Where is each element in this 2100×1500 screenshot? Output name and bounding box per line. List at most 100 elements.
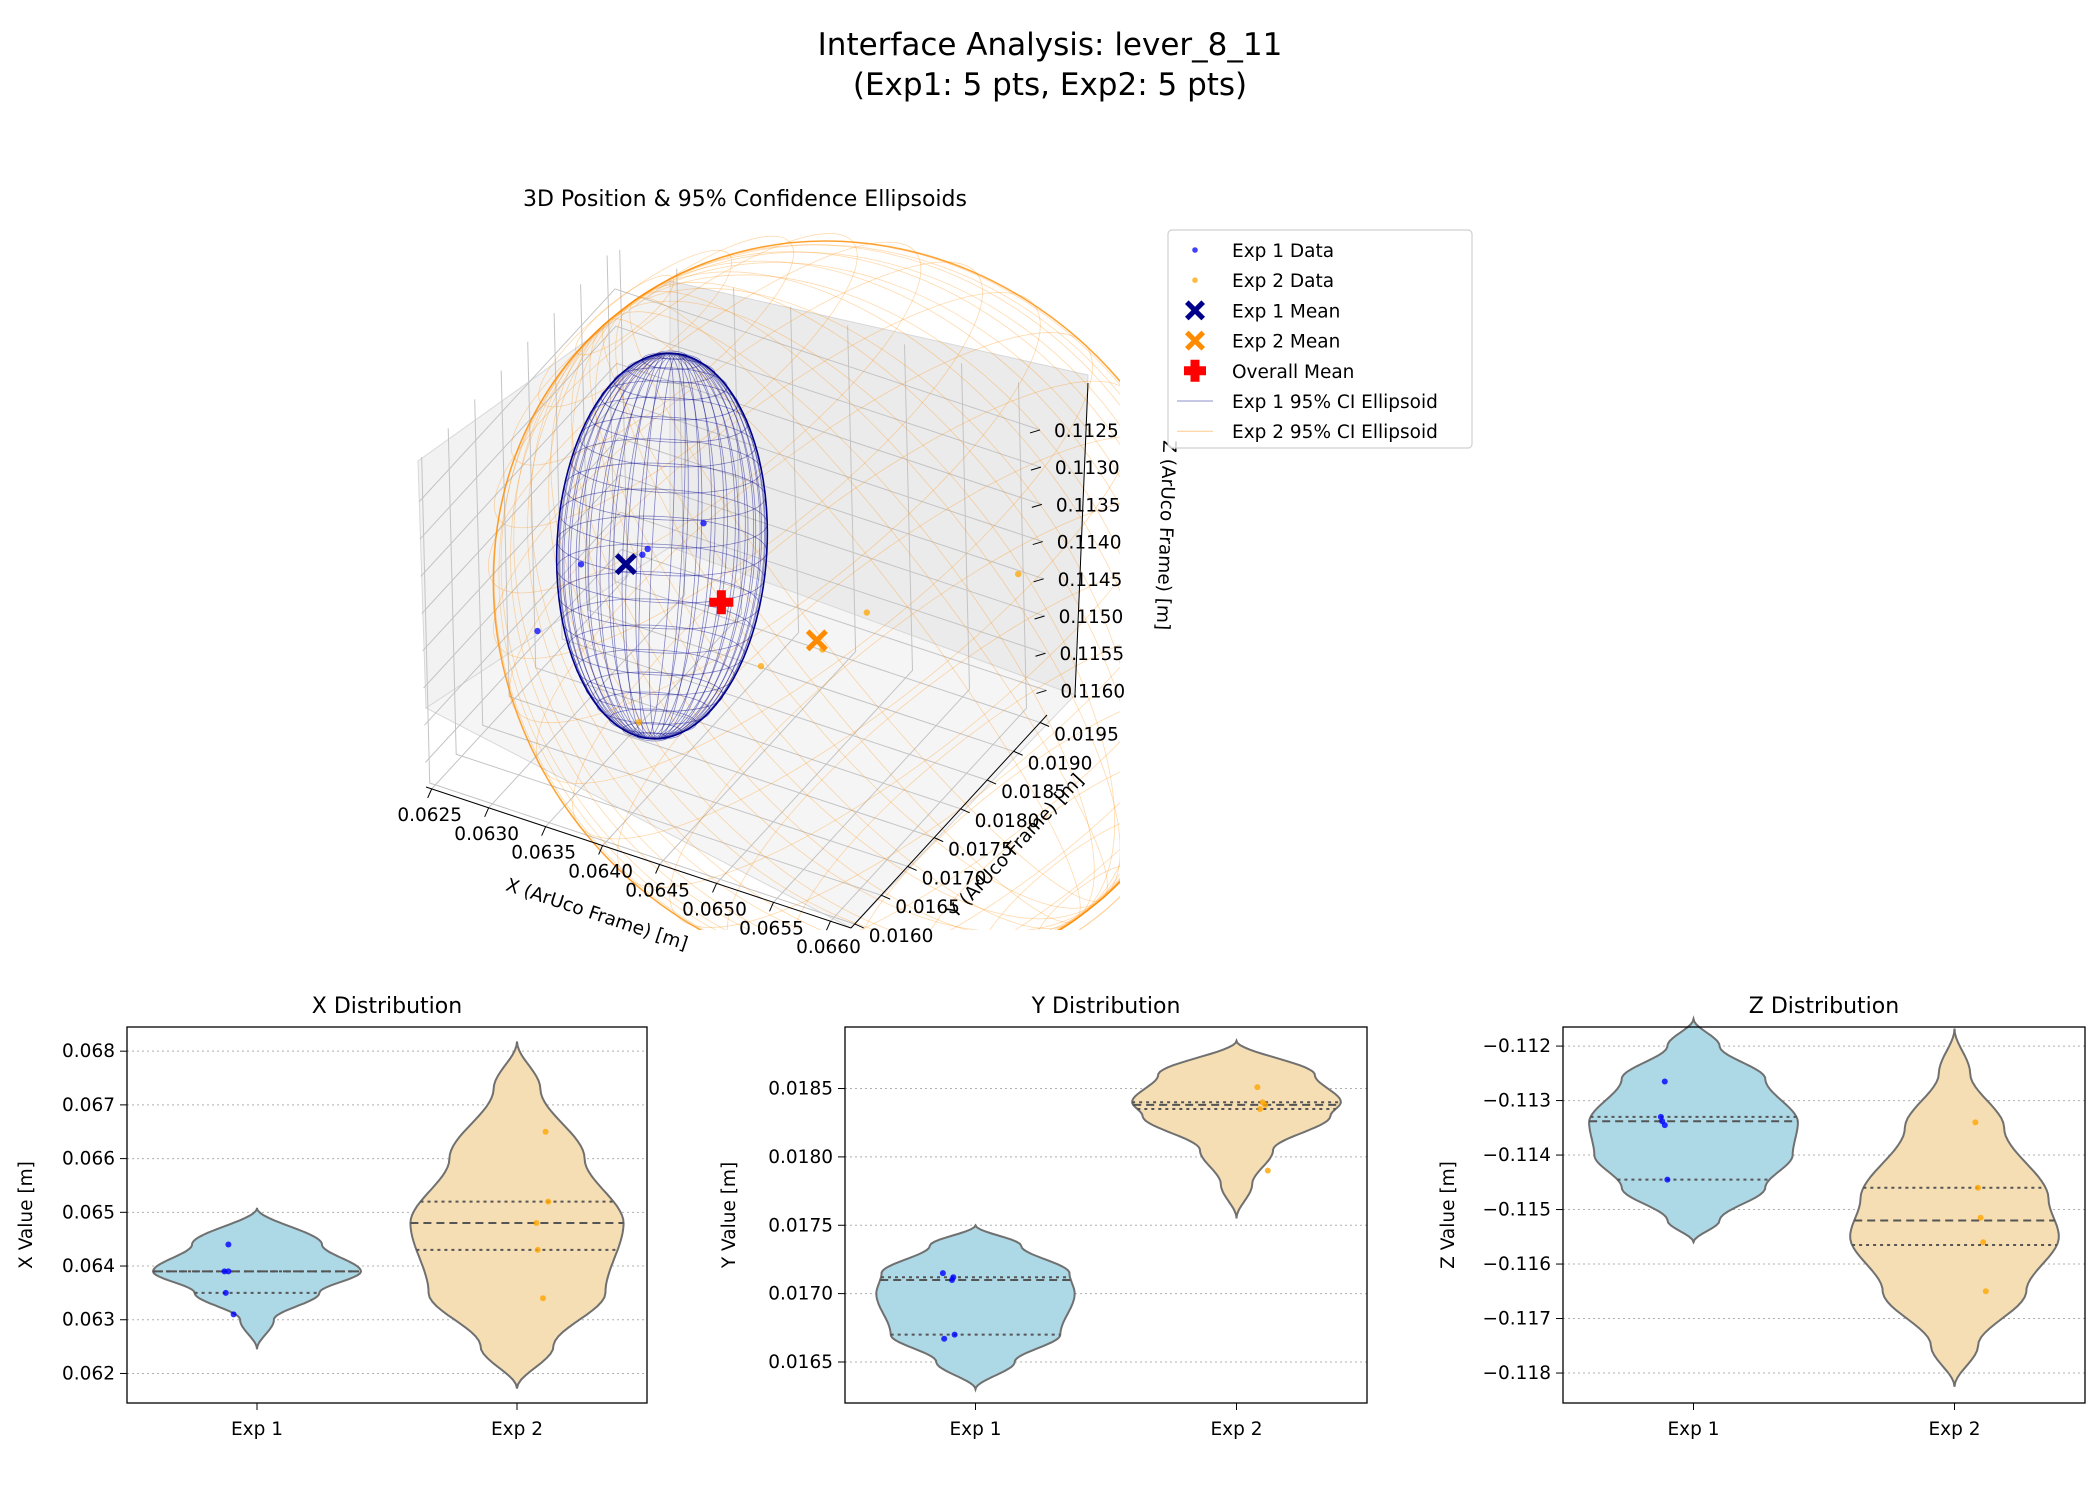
- legend-frame: [1167, 229, 1473, 449]
- tick-label-y-5: 0.0185: [1001, 782, 1066, 803]
- tick-x-4: [655, 864, 661, 874]
- grid-x-3: [602, 306, 800, 846]
- violin-y-axis-label: X Value [m]: [16, 1161, 37, 1269]
- violin-point-1-1: [545, 1198, 552, 1205]
- grid-y-3: [500, 370, 935, 839]
- tick-label-y-4: 0.0180: [975, 811, 1040, 832]
- grid-x-1: [488, 268, 686, 809]
- tick-y-3: [933, 837, 944, 843]
- ytick-label-5: 0.067: [62, 1095, 115, 1116]
- tick-label-z-5: 0.1150: [1059, 607, 1124, 628]
- tick-label-x-1: 0.0630: [454, 824, 519, 845]
- 3d-plot: 3D Position & 95% Confidence Ellipsoids …: [397, 187, 1473, 958]
- tick-label-z-4: 0.1145: [1058, 570, 1123, 591]
- violin-panel-z: Z Distribution −0.118 −0.117 −0.116 −0.115 −0…: [1438, 994, 2086, 1440]
- tick-y-1: [880, 894, 891, 900]
- 3d-z-axis-line: [1074, 382, 1089, 696]
- tick-label-x-3: 0.0640: [568, 862, 633, 883]
- tick-x-1: [484, 807, 490, 817]
- legend-label-3: Exp 2 Mean: [1232, 332, 1340, 353]
- violin-body-0: [875, 1223, 1076, 1393]
- violin-point-0-4: [941, 1335, 948, 1342]
- violin-point-1-0: [542, 1128, 549, 1135]
- violin-body-1: [1131, 1038, 1342, 1219]
- violin-body-1: [1849, 1028, 2060, 1387]
- violin-point-0-3: [951, 1331, 958, 1338]
- tick-label-x-0: 0.0625: [397, 805, 462, 826]
- ytick-label-0: −0.118: [1483, 1363, 1551, 1384]
- violin-plots: X Distribution 0.062 0.063 0.064 0.065 0.066 0…: [16, 994, 2086, 1440]
- grid-z-3: [421, 400, 1043, 614]
- grid-y-6: [580, 284, 1014, 752]
- tick-y-7: [1039, 722, 1050, 727]
- violin-point-1-2: [1977, 1214, 1984, 1221]
- violin-body-1: [409, 1041, 625, 1389]
- point-exp-2-data-0: [1015, 570, 1022, 578]
- tick-x-6: [769, 902, 774, 912]
- tick-label-x-7: 0.0660: [796, 937, 861, 958]
- tick-label-y-3: 0.0175: [948, 840, 1013, 861]
- grid-y-1: [447, 428, 882, 896]
- tick-x-0: [427, 788, 433, 799]
- tick-z-7: [1036, 689, 1047, 694]
- ytick-label-2: 0.064: [62, 1256, 115, 1277]
- legend-label-0: Exp 1 Data: [1232, 241, 1334, 262]
- tick-z-0: [1029, 429, 1041, 434]
- 3d-y-axis-line: [850, 714, 1048, 929]
- ytick-label-6: 0.068: [62, 1041, 115, 1062]
- violin-title: Z Distribution: [1749, 994, 1899, 1019]
- 3d-ticks: 0.06250.06300.06350.06400.06450.06500.06…: [397, 421, 1125, 958]
- violin-body-0: [1588, 1015, 1799, 1245]
- tick-label-y-0: 0.0160: [869, 926, 934, 947]
- tick-y-0: [854, 923, 864, 929]
- tick-label-y-7: 0.0195: [1054, 724, 1119, 745]
- violin-point-1-4: [1982, 1288, 1989, 1295]
- ytick-label-6: −0.112: [1483, 1036, 1551, 1057]
- point-exp-1-mean-0: [614, 553, 637, 576]
- grid-y-7: [606, 255, 1041, 723]
- ytick-label-3: 0.0180: [768, 1147, 833, 1168]
- ytick-label-1: 0.063: [62, 1310, 115, 1331]
- violin-point-1-1: [1974, 1184, 1981, 1191]
- tick-label-x-5: 0.0650: [682, 899, 747, 920]
- grid-y-5: [553, 313, 988, 781]
- legend-marker-2: [1185, 300, 1205, 321]
- grid-y-2: [474, 399, 908, 867]
- grid-z-7: [425, 548, 1047, 763]
- violin-point-1-4: [1264, 1167, 1271, 1174]
- grid-z-2: [420, 362, 1042, 577]
- axes-frame: [126, 1026, 648, 1404]
- figure-title-line2: (Exp1: 5 pts, Exp2: 5 pts): [853, 67, 1247, 103]
- tick-z-1: [1030, 466, 1042, 471]
- tick-y-5: [986, 779, 997, 785]
- violin-point-0-2: [225, 1268, 232, 1275]
- violin-point-0-4: [1664, 1176, 1671, 1183]
- violin-body-0: [151, 1207, 363, 1350]
- grid-x-2: [545, 287, 743, 828]
- grid-y-0: [421, 456, 855, 925]
- legend-label-6: Exp 2 95% CI Ellipsoid: [1232, 422, 1438, 443]
- violin-point-0-0: [939, 1270, 946, 1277]
- tick-label-x-2: 0.0635: [511, 843, 576, 864]
- 3d-plot-title: 3D Position & 95% Confidence Ellipsoids: [523, 187, 967, 212]
- legend-marker-0: [1192, 247, 1198, 253]
- ytick-label-4: −0.114: [1483, 1145, 1551, 1166]
- ytick-label-0: 0.0165: [768, 1352, 833, 1373]
- ytick-label-1: 0.0170: [768, 1284, 833, 1305]
- grid-x-5: [716, 344, 914, 884]
- violin-panel-y: Y Distribution 0.0165 0.0170 0.0175 0.0180 0.…: [719, 994, 1368, 1440]
- grid-x-7: [830, 382, 1028, 922]
- ytick-label-2: 0.0175: [768, 1215, 833, 1236]
- tick-label-z-2: 0.1135: [1056, 495, 1121, 516]
- violin-point-1-0: [1254, 1084, 1261, 1091]
- legend-label-1: Exp 2 Data: [1232, 271, 1334, 292]
- grid-z-5: [423, 474, 1045, 689]
- tick-y-2: [907, 865, 917, 871]
- tick-label-x-6: 0.0655: [739, 918, 804, 939]
- violin-point-1-2: [533, 1220, 540, 1227]
- legend-label-5: Exp 1 95% CI Ellipsoid: [1232, 392, 1438, 413]
- violin-point-1-0: [1972, 1119, 1979, 1126]
- legend-marker-1: [1192, 277, 1198, 284]
- grid-x-0: [431, 249, 629, 790]
- 3d-x-axis-line: [425, 786, 852, 929]
